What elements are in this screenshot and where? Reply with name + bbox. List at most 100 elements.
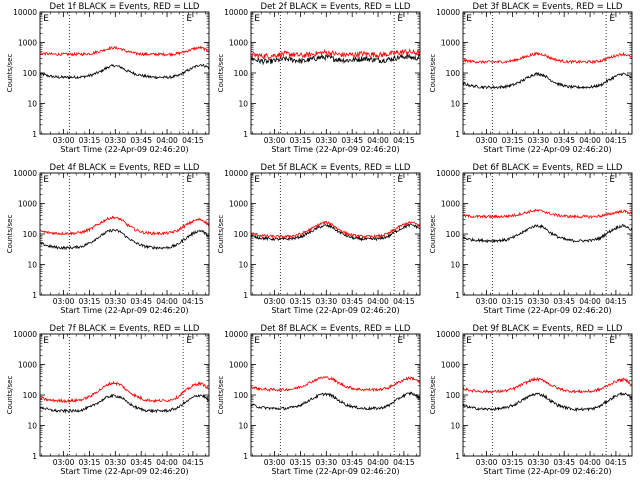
y-axis-label: Counts/sec (6, 215, 14, 254)
x-tick-label: 03:30 (527, 136, 549, 145)
e-marker: E (254, 175, 260, 185)
x-tick-label: 03:45 (130, 297, 152, 306)
x-tick-label: 03:30 (527, 297, 549, 306)
y-tick-label: 10000 (224, 330, 248, 339)
x-axis-label: Start Time (22-Apr-09 02:46:20) (271, 145, 399, 154)
y-axis-label: Counts/sec (217, 376, 225, 415)
series-events (39, 63, 210, 80)
y-tick-label: 100 (234, 230, 249, 239)
y-axis-label: Counts/sec (6, 54, 14, 93)
x-tick-label: 03:45 (553, 136, 575, 145)
series-events (462, 71, 633, 90)
e-marker: E (609, 14, 615, 24)
panel-title: Det 5f BLACK = Events, RED = LLD (261, 163, 411, 173)
x-tick-label: 04:15 (605, 297, 627, 306)
plot-frame (462, 172, 633, 296)
e-marker: E (397, 175, 403, 185)
x-axis-label: Start Time (22-Apr-09 02:46:20) (60, 306, 188, 315)
series-events (39, 228, 210, 251)
x-tick-label: 04:15 (605, 458, 627, 467)
x-tick-label: 04:15 (393, 297, 415, 306)
series-events (250, 53, 421, 66)
series-events (462, 391, 633, 412)
y-tick-label: 10 (450, 100, 460, 109)
x-tick-label: 03:30 (527, 458, 549, 467)
y-tick-label: 100 (23, 69, 38, 78)
y-tick-label: 1 (455, 130, 460, 139)
x-axis-label: Start Time (22-Apr-09 02:46:20) (271, 467, 399, 476)
x-axis-label: Start Time (22-Apr-09 02:46:20) (483, 145, 611, 154)
x-tick-label: 04:00 (579, 297, 601, 306)
e-marker: E (466, 175, 472, 185)
x-tick-label: 03:00 (53, 297, 75, 306)
plot-frame (250, 11, 421, 135)
x-tick-label: 04:00 (156, 136, 178, 145)
x-tick-label: 03:15 (290, 458, 312, 467)
x-tick-label: 03:30 (104, 458, 126, 467)
y-tick-label: 1 (455, 452, 460, 461)
series-lld (462, 376, 633, 394)
series-lld (462, 51, 633, 65)
e-marker: E (609, 175, 615, 185)
y-tick-label: 10000 (436, 8, 460, 17)
y-tick-label: 1 (32, 291, 37, 300)
y-tick-label: 1 (32, 130, 37, 139)
e-marker: E (186, 175, 192, 185)
panel-title: Det 1f BLACK = Events, RED = LLD (50, 2, 200, 12)
x-tick-label: 03:45 (553, 458, 575, 467)
y-tick-label: 10 (238, 100, 248, 109)
x-tick-label: 03:00 (476, 297, 498, 306)
plot-frame (39, 172, 210, 296)
y-tick-label: 100 (234, 391, 249, 400)
y-tick-label: 1000 (441, 200, 460, 209)
panel-title: Det 9f BLACK = Events, RED = LLD (473, 324, 623, 334)
x-axis-label: Start Time (22-Apr-09 02:46:20) (483, 306, 611, 315)
y-tick-label: 1000 (229, 39, 248, 48)
y-tick-label: 1000 (229, 361, 248, 370)
y-tick-label: 10000 (224, 8, 248, 17)
y-tick-label: 10 (27, 261, 37, 270)
x-tick-label: 03:00 (476, 458, 498, 467)
x-tick-label: 03:45 (130, 136, 152, 145)
series-events (462, 223, 633, 244)
series-lld (39, 45, 210, 57)
x-tick-label: 03:15 (502, 136, 524, 145)
y-tick-label: 10 (238, 261, 248, 270)
x-tick-label: 03:30 (315, 136, 337, 145)
e-marker: E (43, 14, 49, 24)
x-axis-label: Start Time (22-Apr-09 02:46:20) (60, 467, 188, 476)
y-tick-label: 1 (243, 291, 248, 300)
plot-frame (462, 333, 633, 457)
x-axis-label: Start Time (22-Apr-09 02:46:20) (271, 306, 399, 315)
y-tick-label: 1 (455, 291, 460, 300)
x-tick-label: 04:00 (579, 136, 601, 145)
series-lld (462, 208, 633, 220)
y-tick-label: 10000 (224, 169, 248, 178)
y-tick-label: 1 (243, 130, 248, 139)
y-axis-label: Counts/sec (429, 215, 437, 254)
y-tick-label: 1000 (18, 200, 37, 209)
series-events (39, 393, 210, 414)
x-tick-label: 04:00 (367, 458, 389, 467)
y-tick-label: 10000 (13, 330, 37, 339)
y-tick-label: 1 (32, 452, 37, 461)
x-tick-label: 04:00 (367, 297, 389, 306)
panel-title: Det 6f BLACK = Events, RED = LLD (473, 163, 623, 173)
e-marker: E (466, 336, 472, 346)
plot-frame (462, 11, 633, 135)
e-marker: E (466, 14, 472, 24)
plot-frame (250, 333, 421, 457)
x-tick-label: 03:00 (53, 136, 75, 145)
y-axis-label: Counts/sec (217, 215, 225, 254)
x-tick-label: 03:30 (104, 136, 126, 145)
x-tick-label: 04:15 (393, 458, 415, 467)
